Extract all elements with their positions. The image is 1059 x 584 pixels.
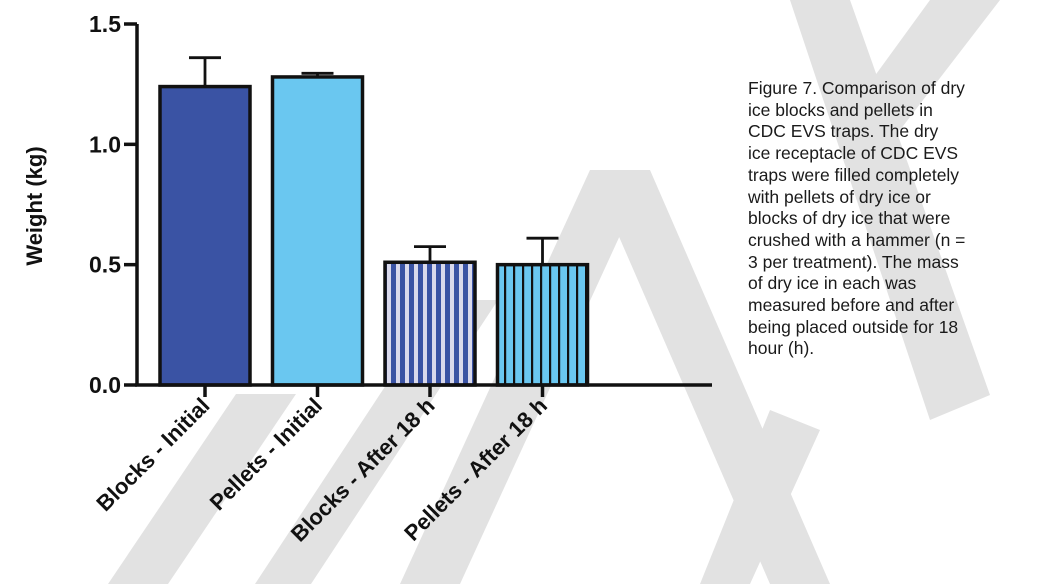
bar-chart: Weight (kg) 0.0 0.5 1.0 1.5 Blocks - Initia…	[22, 11, 712, 547]
y-axis: 0.0 0.5 1.0 1.5	[89, 11, 137, 398]
y-tick-label: 0.0	[89, 372, 121, 398]
bar	[495, 262, 590, 387]
bar	[270, 75, 365, 387]
bar	[383, 260, 477, 387]
y-tick-label: 0.5	[89, 252, 121, 278]
x-tick-label: Blocks - Initial	[91, 393, 214, 516]
y-axis-label: Weight (kg)	[22, 146, 47, 265]
bar	[158, 84, 252, 387]
x-tick-label: Pellets - Initial	[205, 393, 327, 515]
y-tick-label: 1.0	[89, 131, 121, 157]
bar-series	[158, 75, 590, 387]
figure-caption: Figure 7. Comparison of dry ice blocks a…	[748, 78, 966, 359]
error-bars	[189, 56, 559, 265]
y-tick-label: 1.5	[89, 11, 121, 37]
